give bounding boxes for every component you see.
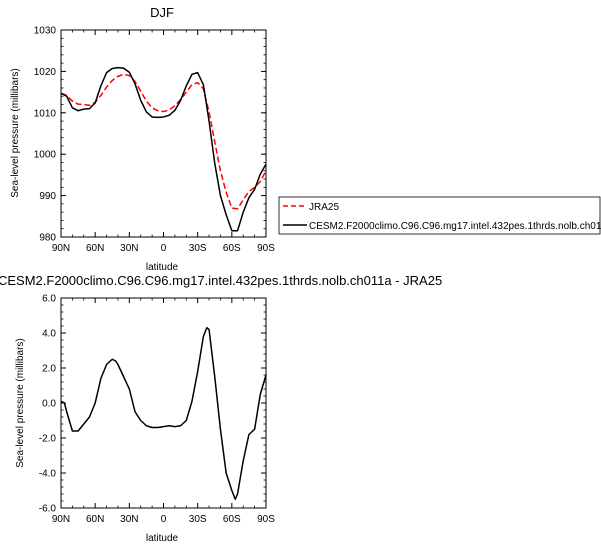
top-y-tick-label: 990 <box>39 191 56 202</box>
top-panel: DJF 90N 60N 30N 0 30S 60S 90S 980 990 1000 1010 102… <box>10 5 275 273</box>
top-x-tick-label: 90N <box>52 243 70 254</box>
bottom-y-tick-label: -2.0 <box>39 434 57 445</box>
bottom-plot-frame <box>60 297 267 509</box>
top-x-tick-label: 30S <box>189 243 207 254</box>
bottom-series-line-0 <box>60 327 267 500</box>
bottom-axis-ticks: 90N 60N 30N 0 30S 60S 90S -6.0 -4.0 -2.0 0.0 2.0 4.0… <box>39 294 275 526</box>
top-x-tick-label: 60S <box>223 243 241 254</box>
top-y-tick-label: 1020 <box>34 67 57 78</box>
top-y-tick-label: 1000 <box>34 150 57 161</box>
bottom-y-axis-label: Sea-level pressure (millibars) <box>15 338 26 467</box>
bottom-y-tick-label: -4.0 <box>39 469 57 480</box>
top-series-group <box>60 66 267 232</box>
top-axis-ticks: 90N 60N 30N 0 30S 60S 90S 980 990 1000 1010 1020 103… <box>34 26 275 255</box>
top-y-axis-label: Sea-level pressure (millibars) <box>10 68 21 197</box>
bottom-x-tick-label: 60N <box>86 514 104 525</box>
top-y-tick-label: 1030 <box>34 26 57 37</box>
bottom-x-axis-label: latitude <box>146 533 179 544</box>
top-x-axis-label: latitude <box>146 262 179 273</box>
bottom-x-tick-label: 90S <box>257 514 275 525</box>
bottom-x-tick-label: 90N <box>52 514 70 525</box>
top-series-line-0 <box>60 73 267 210</box>
bottom-y-tick-label: 2.0 <box>42 364 56 375</box>
bottom-series-group <box>60 327 267 500</box>
bottom-panel-title: CESM2.F2000climo.C96.C96.mg17.intel.432p… <box>0 273 442 288</box>
bottom-x-tick-label: 30S <box>189 514 207 525</box>
bottom-panel: CESM2.F2000climo.C96.C96.mg17.intel.432p… <box>0 273 442 544</box>
top-y-tick-label: 1010 <box>34 108 57 119</box>
bottom-y-tick-label: -6.0 <box>39 504 57 515</box>
legend-jra25-label: JRA25 <box>309 202 339 213</box>
bottom-x-tick-label: 0 <box>161 514 167 525</box>
legend-box <box>278 196 601 235</box>
top-x-tick-label: 60N <box>86 243 104 254</box>
top-panel-title: DJF <box>150 5 174 20</box>
legend: JRA25 CESM2.F2000climo.C96.C96.mg17.inte… <box>278 196 601 235</box>
top-plot-frame <box>60 29 267 238</box>
top-x-tick-label: 30N <box>120 243 138 254</box>
top-x-tick-label: 90S <box>257 243 275 254</box>
bottom-y-tick-label: 0.0 <box>42 399 56 410</box>
top-x-tick-label: 0 <box>161 243 167 254</box>
bottom-y-tick-label: 6.0 <box>42 294 56 305</box>
bottom-x-tick-label: 60S <box>223 514 241 525</box>
bottom-x-tick-label: 30N <box>120 514 138 525</box>
top-y-tick-label: 980 <box>39 233 56 244</box>
top-series-line-1 <box>60 66 267 232</box>
bottom-y-tick-label: 4.0 <box>42 329 56 340</box>
legend-cesm2-label: CESM2.F2000climo.C96.C96.mg17.intel.432p… <box>309 221 601 232</box>
